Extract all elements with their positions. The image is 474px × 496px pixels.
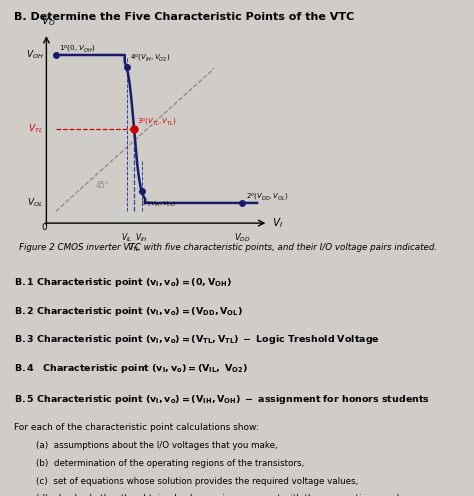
- Text: $5^o(V_{IH}, V_{OL})$: $5^o(V_{IH}, V_{OL})$: [141, 199, 176, 209]
- Text: $\mathbf{B.2}$ $\mathbf{Characteristic\ point\ (v_i, v_o) = (V_{DD}, V_{OL})}$: $\mathbf{B.2}$ $\mathbf{Characteristic\ …: [14, 305, 243, 317]
- Text: $V_{TL}$: $V_{TL}$: [128, 242, 141, 254]
- Text: $1^o(0, V_{OH})$: $1^o(0, V_{OH})$: [59, 44, 96, 56]
- Text: $V_{OL}$: $V_{OL}$: [27, 197, 44, 209]
- Text: $3^o(V_{TL}, V_{TL})$: $3^o(V_{TL}, V_{TL})$: [137, 117, 176, 127]
- Text: $V_{IL}$: $V_{IL}$: [121, 232, 132, 244]
- Text: $V_{TL}$: $V_{TL}$: [28, 123, 44, 135]
- Text: $V_I$: $V_I$: [272, 216, 283, 230]
- Text: $\mathbf{B.4}$ $\mathbf{\ \ Characteristic\ point\ (v_i, v_o) = (V_{IL},\ V_{O2}: $\mathbf{B.4}$ $\mathbf{\ \ Characterist…: [14, 362, 248, 375]
- Text: $V_{IH}$: $V_{IH}$: [135, 232, 148, 244]
- Text: Figure 2 CMOS inverter VTC with five characteristic points, and their I/O voltag: Figure 2 CMOS inverter VTC with five cha…: [19, 244, 437, 252]
- Text: (b)  determination of the operating regions of the transistors,: (b) determination of the operating regio…: [36, 459, 304, 468]
- Text: $\mathbf{B.5}$ $\mathbf{Characteristic\ point\ (v_i, v_o) = (V_{IH}, V_{OH})\ -\: $\mathbf{B.5}$ $\mathbf{Characteristic\ …: [14, 393, 430, 406]
- Text: (d)  check whether the obtained valus are in agreement with the assumptions made: (d) check whether the obtained valus are…: [36, 495, 407, 496]
- Text: $45^o$: $45^o$: [95, 179, 109, 190]
- Text: B. Determine the Five Characteristic Points of the VTC: B. Determine the Five Characteristic Poi…: [14, 12, 355, 22]
- Text: $2^o(V_{DD}, V_{OL})$: $2^o(V_{DD}, V_{OL})$: [246, 192, 288, 203]
- Text: $\mathbf{B.1}$ $\mathbf{Characteristic\ point\ (v_i, v_o) = (0, V_{OH})}$: $\mathbf{B.1}$ $\mathbf{Characteristic\ …: [14, 276, 232, 289]
- Text: 0: 0: [41, 223, 47, 232]
- Text: $V_O$: $V_O$: [41, 14, 55, 28]
- Text: $V_{DD}$: $V_{DD}$: [234, 232, 250, 244]
- Text: (c)  set of equations whose solution provides the required voltage values,: (c) set of equations whose solution prov…: [36, 477, 358, 486]
- Text: $\mathbf{B.3}$ $\mathbf{Characteristic\ point\ (v_i, v_o) = (V_{TL}, V_{TL})\ -\: $\mathbf{B.3}$ $\mathbf{Characteristic\ …: [14, 333, 380, 346]
- Text: (a)  assumptions about the I/O voltages that you make,: (a) assumptions about the I/O voltages t…: [36, 441, 277, 450]
- Text: For each of the characteristic point calculations show:: For each of the characteristic point cal…: [14, 423, 259, 432]
- Text: $V_{OH}$: $V_{OH}$: [26, 49, 44, 61]
- Text: $4^o(V_{IH}, V_{O2})$: $4^o(V_{IH}, V_{O2})$: [130, 53, 171, 64]
